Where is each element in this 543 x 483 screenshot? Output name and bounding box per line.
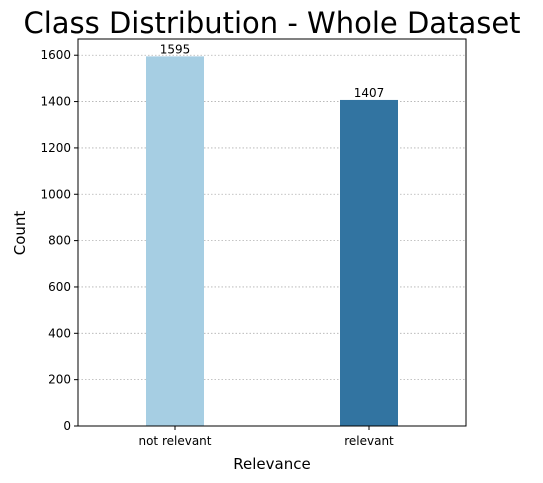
x-tick-label-not-relevant: not relevant: [138, 434, 211, 448]
y-axis-ticks: 0 200 400 600 800 1000 1200 1400 1600: [40, 48, 78, 433]
data-labels: 1595 1407: [160, 42, 385, 100]
y-tick-label-1600: 1600: [40, 48, 71, 62]
plot-frame: [77, 38, 467, 427]
y-tick-label-800: 800: [48, 234, 71, 248]
bars: [146, 56, 398, 426]
y-tick-label-200: 200: [48, 373, 71, 387]
y-tick-label-400: 400: [48, 326, 71, 340]
x-axis-label: Relevance: [233, 455, 310, 473]
y-tick-label-1400: 1400: [40, 95, 71, 109]
y-tick-label-0: 0: [63, 419, 71, 433]
x-axis-ticks: not relevant relevant: [138, 426, 394, 448]
grid-lines: [78, 54, 466, 427]
bar-relevant: [340, 99, 398, 426]
bar-not-relevant: [146, 56, 204, 426]
y-tick-label-1000: 1000: [40, 187, 71, 201]
y-tick-label-1200: 1200: [40, 141, 71, 155]
y-tick-label-600: 600: [48, 280, 71, 294]
data-label-relevant: 1407: [354, 86, 385, 100]
x-tick-label-relevant: relevant: [344, 434, 394, 448]
y-axis-label: Count: [11, 211, 29, 256]
chart-title: Class Distribution - Whole Dataset: [23, 6, 520, 40]
data-label-not-relevant: 1595: [160, 42, 191, 56]
